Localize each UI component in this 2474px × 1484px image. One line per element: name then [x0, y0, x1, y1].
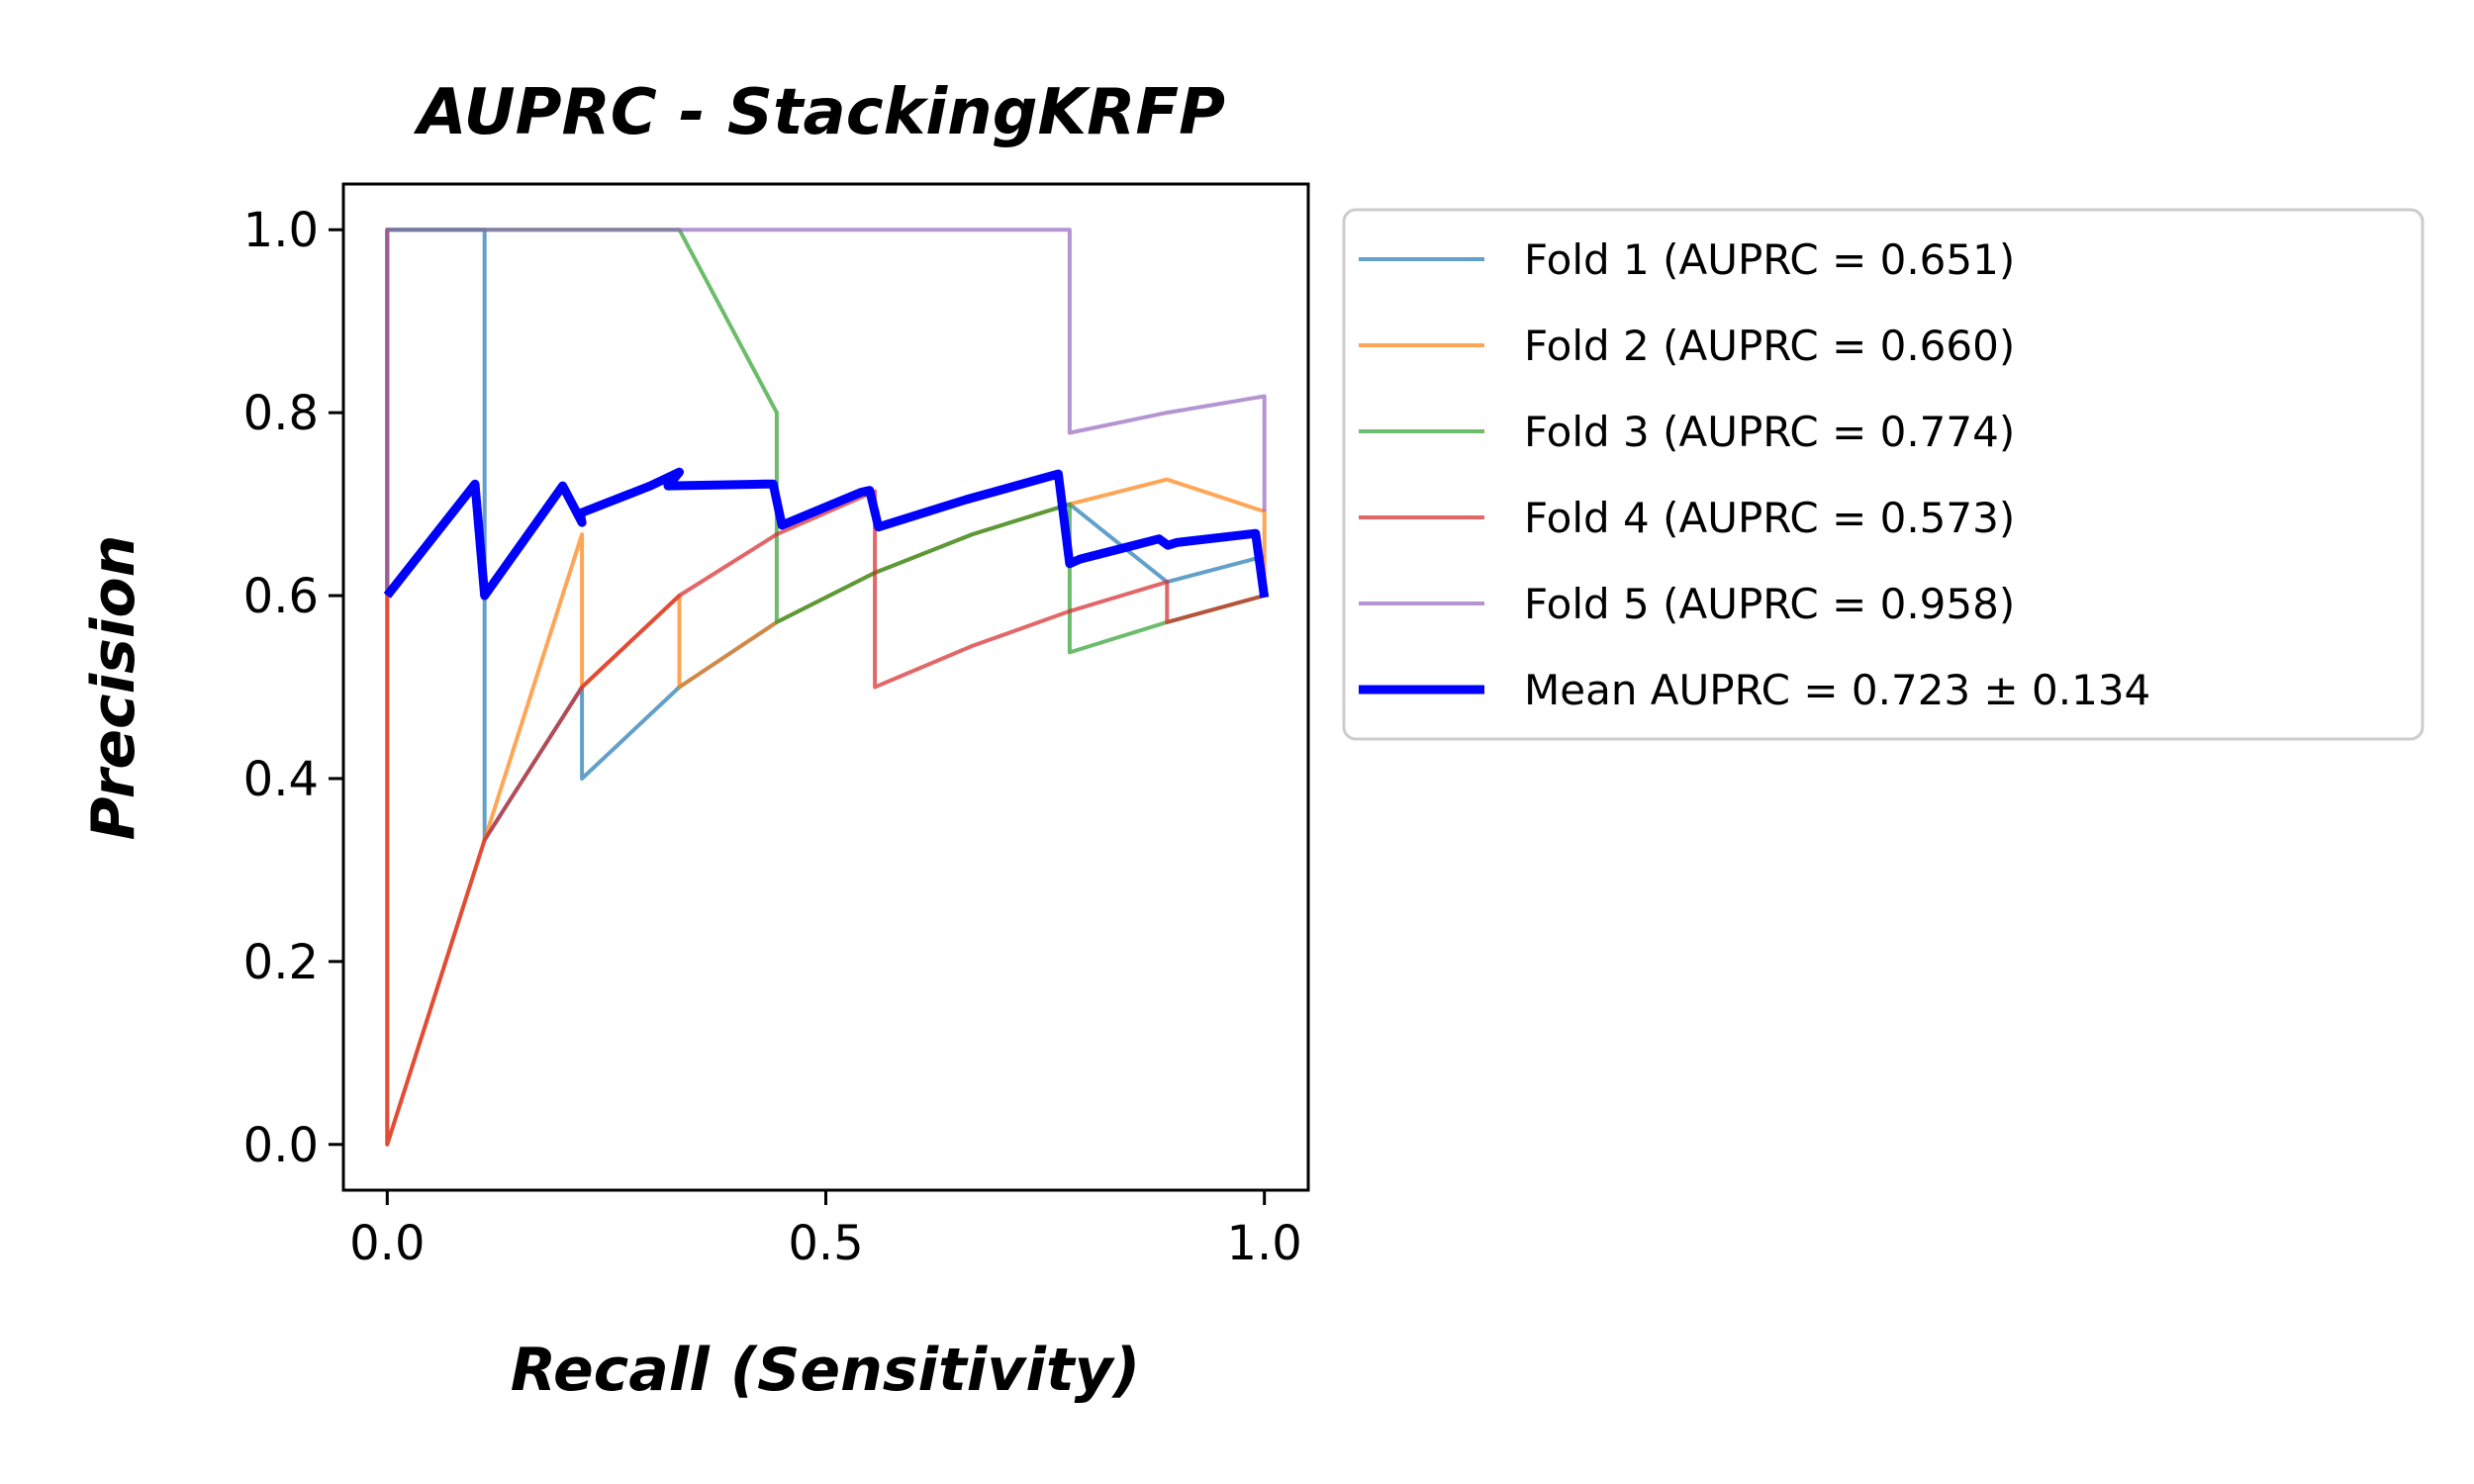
legend: Fold 1 (AUPRC = 0.651) Fold 2 (AUPRC = 0.…: [1342, 208, 2425, 741]
legend-label-fold-2: Fold 2 (AUPRC = 0.660): [1524, 322, 2015, 370]
series-line-fold-2: [385, 477, 1267, 1147]
legend-label-fold-1: Fold 1 (AUPRC = 0.651): [1524, 235, 2015, 284]
y-tick-label: 0.0: [243, 1118, 319, 1173]
legend-box: [1342, 208, 2425, 741]
y-tick-label: 0.2: [243, 935, 319, 990]
y-tick-label: 0.8: [243, 386, 319, 441]
legend-label-fold-3: Fold 3 (AUPRC = 0.774): [1524, 408, 2015, 456]
chart-title: AUPRC - StackingKRFP: [413, 76, 1225, 149]
legend-label-fold-5: Fold 5 (AUPRC = 0.958): [1524, 580, 2015, 628]
x-tick-label: 0.0: [349, 1216, 425, 1271]
legend-label-fold-4: Fold 4 (AUPRC = 0.573): [1524, 494, 2015, 542]
x-tick-label: 0.5: [788, 1216, 863, 1271]
x-tick-label: 1.0: [1227, 1216, 1302, 1271]
series-line-fold-3: [385, 228, 1266, 655]
y-tick-label: 1.0: [243, 203, 319, 258]
plot-lines: [383, 228, 1270, 1147]
y-axis-label: Precision: [79, 535, 148, 841]
series-line-fold-4: [385, 228, 1266, 1147]
plot-frame: [341, 182, 1310, 1192]
y-tick-label: 0.6: [243, 569, 319, 624]
x-axis-label: Recall (Sensitivity): [511, 1336, 1140, 1405]
series-line-fold-1: [385, 228, 1266, 842]
y-axis-ticks: 0.0 0.2 0.4 0.6 0.8 1.0: [243, 203, 343, 1173]
series-line-mean: [383, 467, 1270, 601]
y-tick-label: 0.4: [243, 752, 319, 807]
x-axis-ticks: 0.0 0.5 1.0: [349, 1190, 1302, 1271]
legend-label-mean: Mean AUPRC = 0.723 ± 0.134: [1524, 666, 2150, 714]
series-line-fold-5: [385, 228, 1267, 596]
